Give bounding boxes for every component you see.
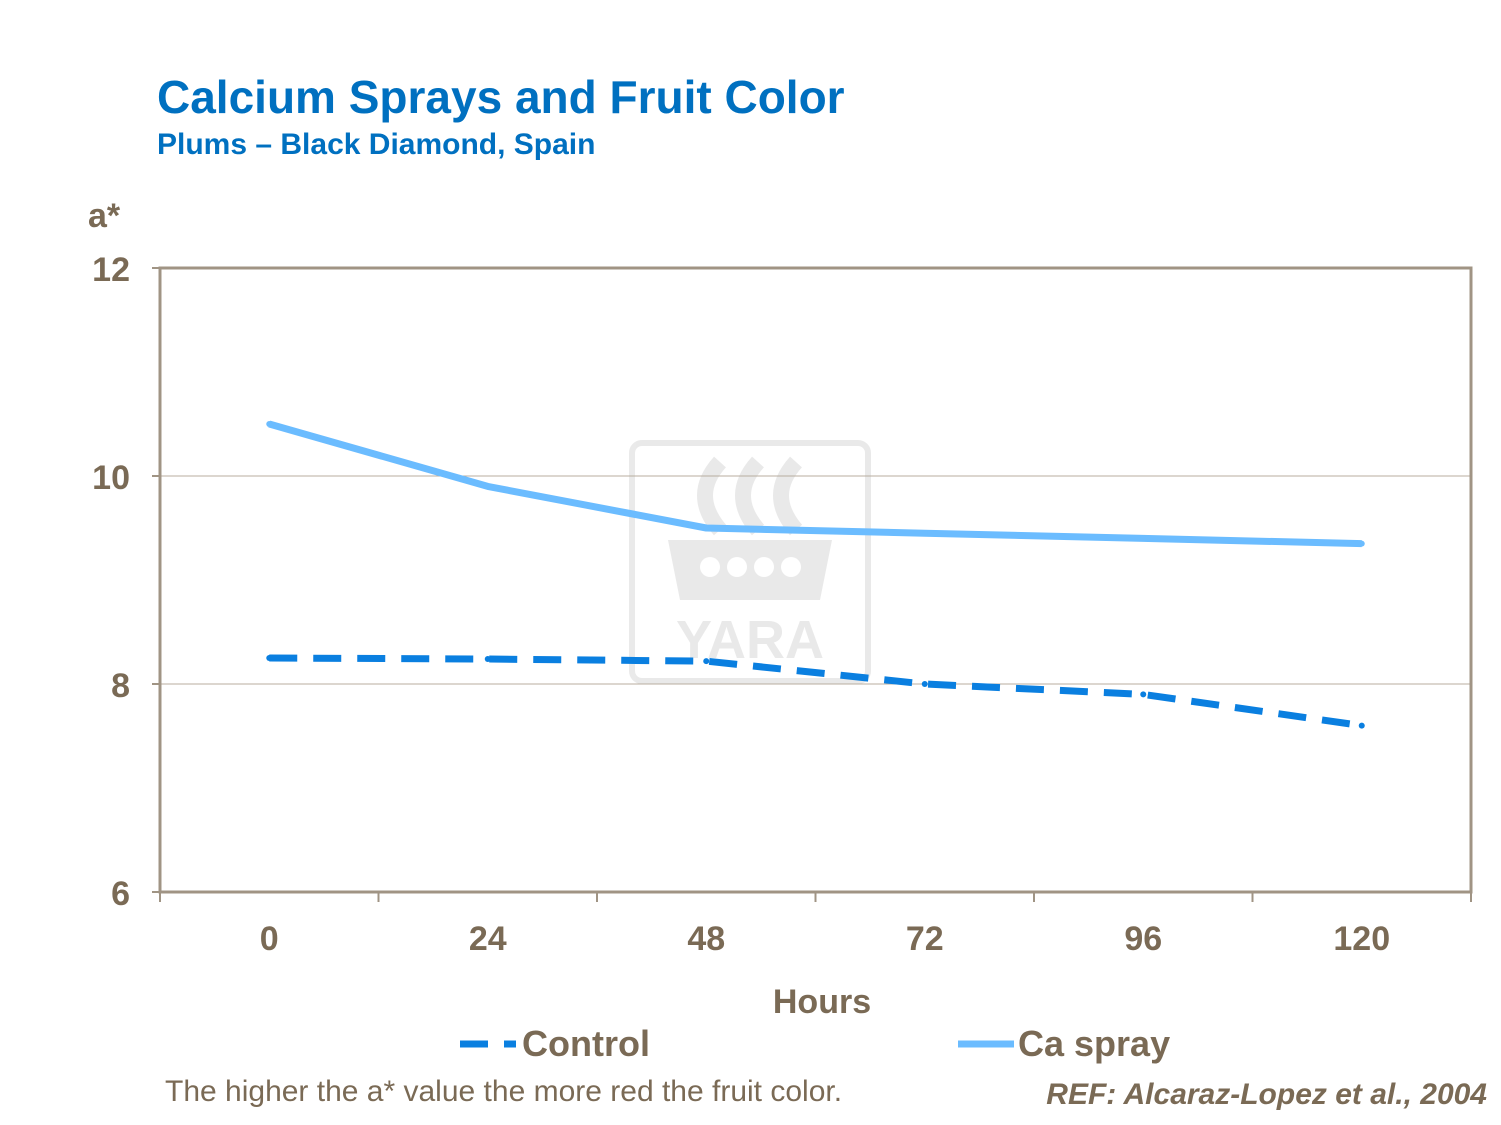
data-point xyxy=(484,483,491,490)
x-tick-label: 96 xyxy=(1124,920,1162,958)
x-tick-label: 48 xyxy=(687,920,725,958)
footnote: The higher the a* value the more red the… xyxy=(165,1075,843,1108)
data-point xyxy=(266,655,273,661)
data-point xyxy=(921,681,928,687)
y-tick-label: 10 xyxy=(92,459,130,497)
x-tick-label: 72 xyxy=(906,920,944,958)
y-axis-label: a* xyxy=(88,197,121,235)
x-axis-label: Hours xyxy=(773,983,871,1021)
x-tick-label: 120 xyxy=(1333,920,1390,958)
reference: REF: Alcaraz-Lopez et al., 2004 xyxy=(1046,1078,1487,1111)
chart-subtitle: Plums – Black Diamond, Spain xyxy=(157,128,596,161)
y-tick-label: 8 xyxy=(111,667,130,705)
data-point xyxy=(1358,540,1365,547)
data-point xyxy=(1140,535,1147,542)
data-point xyxy=(703,658,710,665)
y-tick-label: 6 xyxy=(111,875,130,913)
watermark-text: YARA xyxy=(676,610,824,670)
series-line-control xyxy=(269,654,1363,730)
y-tick-label: 12 xyxy=(92,251,130,289)
yara-watermark-logo: YARA xyxy=(629,440,871,684)
data-point xyxy=(703,525,710,531)
data-point xyxy=(266,421,273,427)
data-point xyxy=(921,530,928,537)
data-point xyxy=(484,656,491,663)
legend-label: Ca spray xyxy=(1018,1023,1170,1064)
chart-title: Calcium Sprays and Fruit Color xyxy=(157,71,845,123)
series-line-ca-spray xyxy=(268,420,1362,548)
data-point xyxy=(1358,722,1365,729)
x-tick-label: 0 xyxy=(260,920,279,958)
x-tick-label: 24 xyxy=(469,920,507,958)
data-point xyxy=(1140,691,1147,698)
legend-label: Control xyxy=(522,1023,650,1064)
